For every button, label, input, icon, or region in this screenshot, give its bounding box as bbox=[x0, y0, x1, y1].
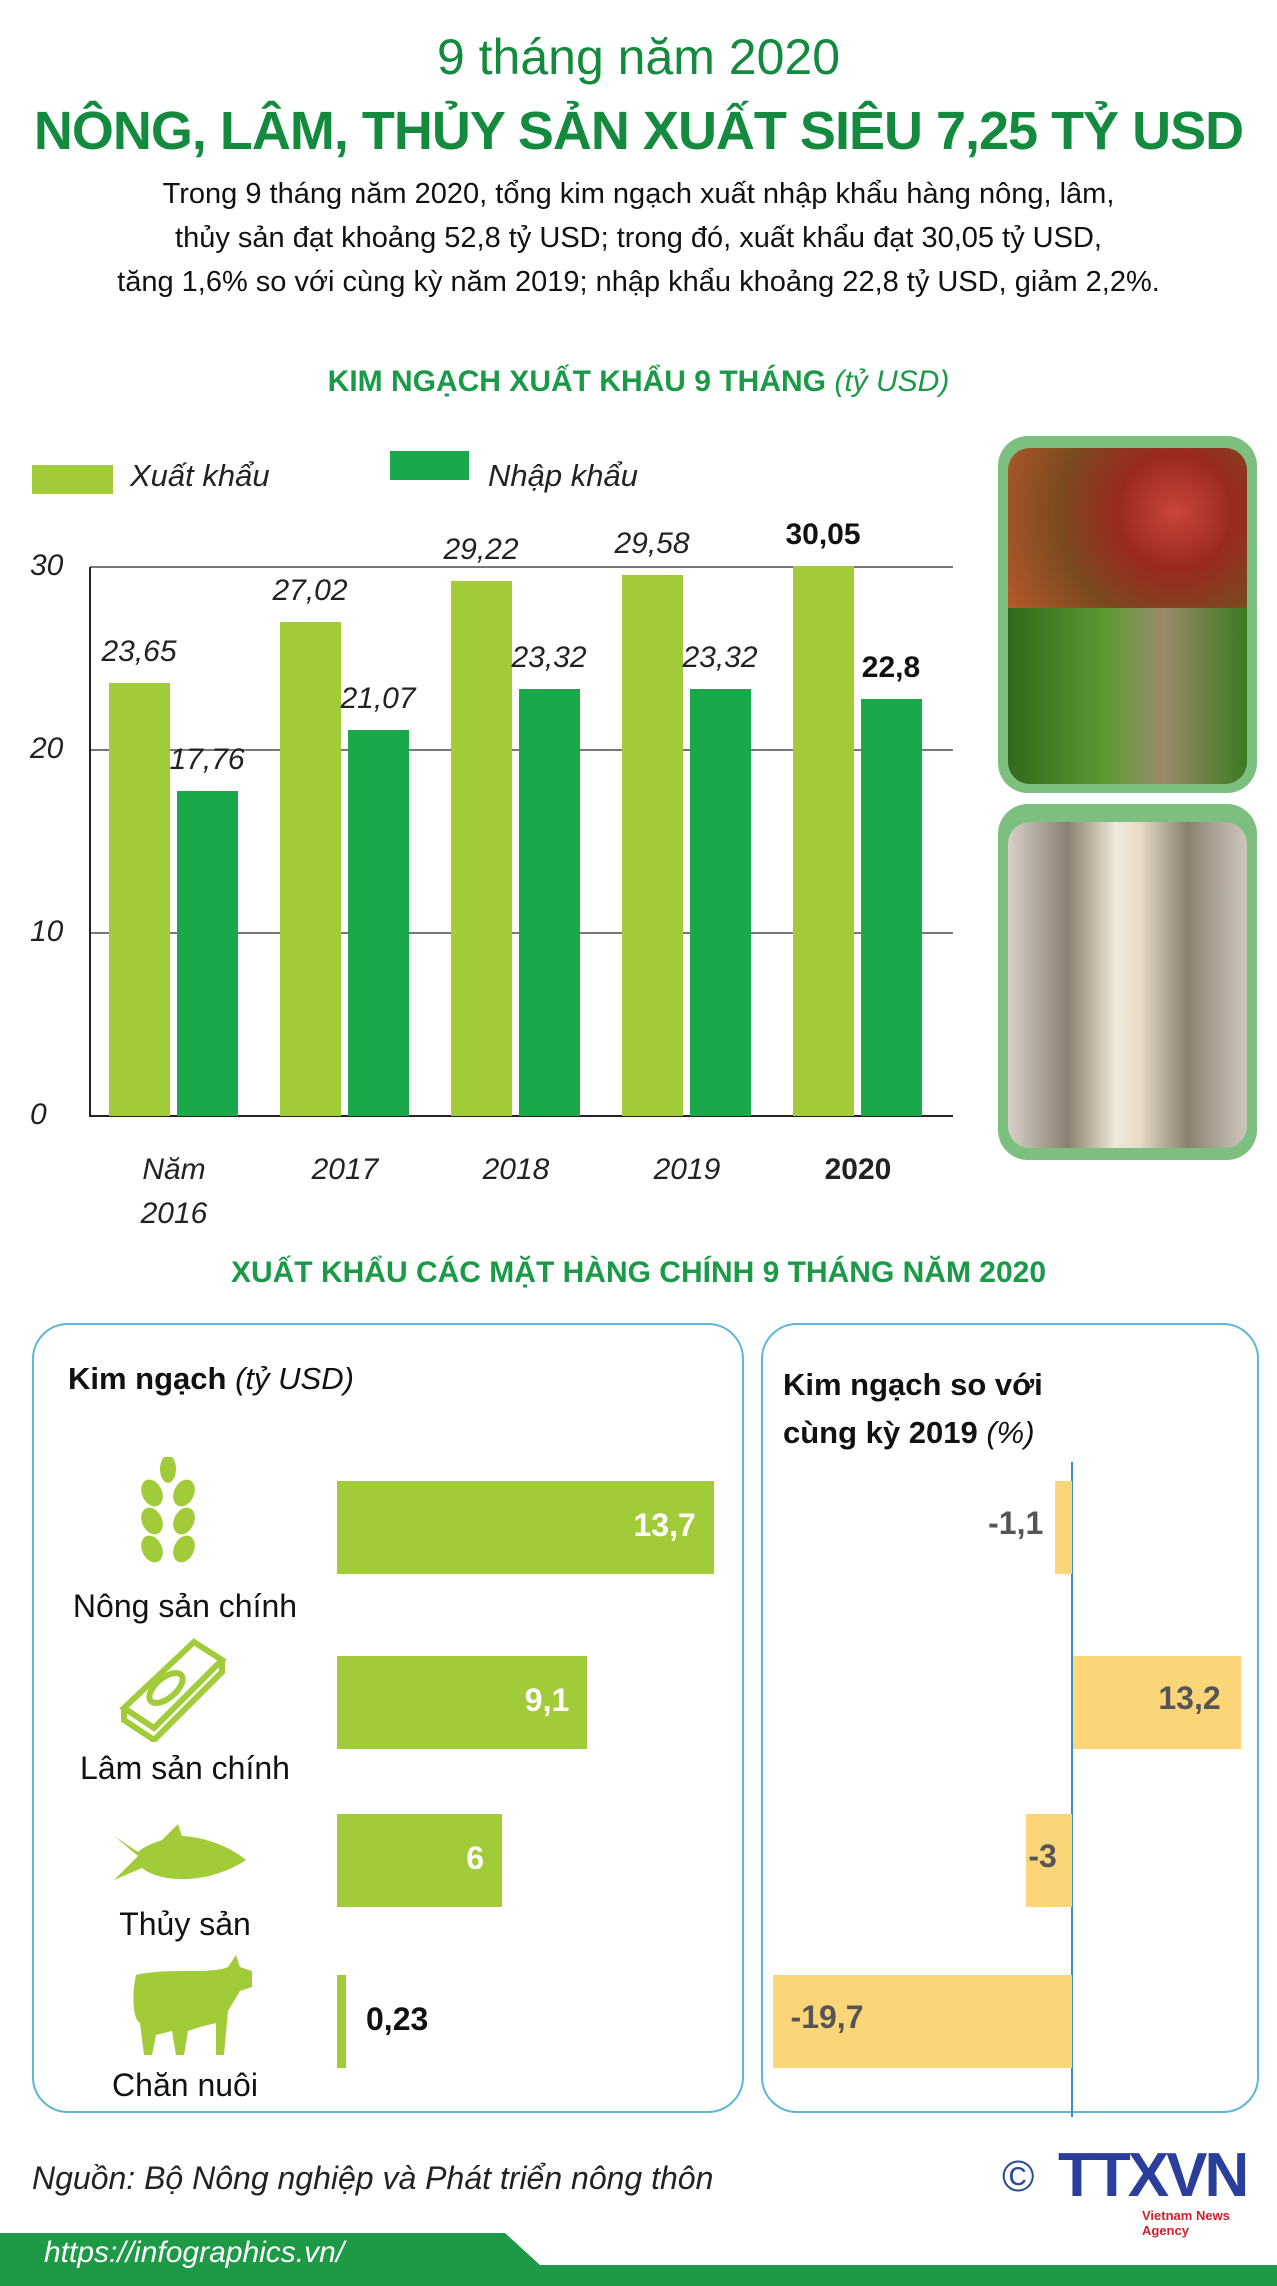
export-bar bbox=[622, 574, 683, 1116]
export-bar bbox=[280, 621, 341, 1116]
export-value-label: 23,65 bbox=[101, 635, 177, 669]
y-tick-label: 20 bbox=[30, 732, 64, 765]
import-bar bbox=[177, 790, 238, 1116]
change-value-label: -1,1 bbox=[988, 1505, 1044, 1541]
intro-line: thủy sản đạt khoảng 52,8 tỷ USD; trong đ… bbox=[175, 222, 1102, 254]
x-category-label: 2020 bbox=[788, 1148, 928, 1192]
chart-title: KIM NGẠCH XUẤT KHẨU 9 THÁNG (tỷ USD) bbox=[0, 365, 1277, 399]
coffee-photo bbox=[1008, 448, 1247, 608]
import-bar bbox=[519, 689, 580, 1116]
change-value-label: 13,2 bbox=[1158, 1680, 1221, 1716]
import-value-label: 17,76 bbox=[169, 742, 245, 776]
change-value-label: -3 bbox=[1028, 1838, 1057, 1874]
footer-band-shape bbox=[0, 2233, 1277, 2286]
export-bar bbox=[451, 581, 512, 1116]
export-value-label: 9,1 bbox=[524, 1682, 570, 1718]
x-category-label: Năm 2016 bbox=[104, 1148, 244, 1236]
seafood-factory-photo bbox=[1008, 822, 1247, 1148]
export-value-label: 0,23 bbox=[366, 2001, 429, 2037]
panel-header: Kim ngạch (tỷ USD) bbox=[68, 1361, 354, 1397]
x-category-line: 2019 bbox=[653, 1153, 721, 1186]
y-tick-label: 0 bbox=[30, 1098, 47, 1131]
website-link[interactable]: https://infographics.vn/ bbox=[44, 2236, 345, 2269]
panel-header-unit: (%) bbox=[986, 1415, 1035, 1450]
wood-icon bbox=[118, 1632, 228, 1747]
pepper-farm-photo bbox=[1008, 608, 1247, 784]
copyright-icon: © bbox=[1002, 2152, 1035, 2201]
legend-swatch-export bbox=[32, 465, 113, 494]
export-value-bar bbox=[337, 1481, 714, 1574]
photo-frame-agriculture bbox=[998, 436, 1257, 793]
source-note: Nguồn: Bộ Nông nghiệp và Phát triển nông… bbox=[32, 2160, 714, 2196]
wheat-icon bbox=[128, 1455, 208, 1572]
x-category-line: 2020 bbox=[824, 1153, 892, 1186]
import-value-label: 22,8 bbox=[861, 650, 921, 684]
import-bar bbox=[348, 730, 409, 1116]
footer-band bbox=[0, 2233, 1277, 2286]
logo-subtitle: Vietnam News Agency bbox=[1142, 2208, 1230, 2238]
panel-header: Kim ngạch so với cùng kỳ 2019 (%) bbox=[783, 1361, 1043, 1457]
export-value-label: 29,58 bbox=[614, 526, 690, 560]
x-category-line: 2018 bbox=[482, 1153, 550, 1186]
commodity-label: Thủy sản bbox=[119, 1906, 251, 1942]
panel-header-line: Kim ngạch so với bbox=[783, 1367, 1043, 1402]
cow-icon bbox=[128, 1951, 258, 2066]
legend-label-import: Nhập khẩu bbox=[488, 458, 638, 493]
export-value-bar bbox=[337, 1975, 346, 2068]
x-category-label: 2019 bbox=[617, 1148, 757, 1192]
intro-line: tăng 1,6% so với cùng kỳ năm 2019; nhập … bbox=[117, 266, 1160, 298]
export-value-bar bbox=[337, 1814, 502, 1907]
x-category-line: Năm bbox=[142, 1153, 206, 1186]
export-value-label: 6 bbox=[466, 1840, 484, 1876]
change-bar bbox=[1055, 1481, 1072, 1574]
gridline bbox=[90, 566, 953, 568]
photo-frame-seafood bbox=[998, 804, 1257, 1160]
export-value-label: 27,02 bbox=[272, 573, 348, 607]
y-tick-label: 30 bbox=[30, 549, 64, 582]
import-value-label: 23,32 bbox=[511, 641, 587, 675]
x-category-label: 2018 bbox=[446, 1148, 586, 1192]
x-category-line: 2016 bbox=[140, 1197, 208, 1230]
import-value-label: 21,07 bbox=[340, 682, 416, 716]
gridline bbox=[90, 1115, 953, 1117]
commodity-label: Nông sản chính bbox=[72, 1588, 298, 1624]
commodity-label: Lâm sản chính bbox=[80, 1750, 290, 1786]
legend-label-export: Xuất khẩu bbox=[130, 458, 270, 493]
change-value-label: -19,7 bbox=[790, 1999, 864, 2035]
ttxvn-logo: TTXVN bbox=[1058, 2141, 1249, 2210]
export-bar bbox=[109, 683, 170, 1116]
y-tick-label: 10 bbox=[30, 915, 64, 948]
fish-icon bbox=[110, 1824, 250, 1899]
x-category-line: 2017 bbox=[311, 1153, 379, 1186]
chart-unit: (tỷ USD) bbox=[834, 365, 950, 398]
change-bar bbox=[1073, 1656, 1241, 1749]
commodity-label: Chăn nuôi bbox=[112, 2067, 258, 2103]
panel-header-text: Kim ngạch bbox=[68, 1361, 227, 1396]
panel-header-unit: (tỷ USD) bbox=[235, 1361, 354, 1396]
export-value-panel: Kim ngạch (tỷ USD) bbox=[32, 1323, 744, 2113]
change-bar bbox=[772, 1975, 1072, 2068]
legend-swatch-import bbox=[390, 451, 469, 480]
zero-axis-line bbox=[1071, 1462, 1073, 2117]
export-value-label: 29,22 bbox=[443, 533, 519, 567]
change-bar bbox=[1026, 1814, 1072, 1907]
section-title: XUẤT KHẨU CÁC MẶT HÀNG CHÍNH 9 THÁNG NĂM… bbox=[230, 1256, 1047, 1289]
x-category-label: 2017 bbox=[275, 1148, 415, 1192]
intro-paragraph: Trong 9 tháng năm 2020, tổng kim ngạch x… bbox=[0, 172, 1277, 304]
main-title: NÔNG, LÂM, THỦY SẢN XUẤT SIÊU 7,25 TỶ US… bbox=[33, 101, 1244, 161]
intro-line: Trong 9 tháng năm 2020, tổng kim ngạch x… bbox=[162, 178, 1115, 210]
change-panel: Kim ngạch so với cùng kỳ 2019 (%) bbox=[761, 1323, 1259, 2113]
subtitle: 9 tháng năm 2020 bbox=[436, 29, 841, 85]
panel-header-line: cùng kỳ 2019 bbox=[783, 1415, 978, 1450]
export-value-bar bbox=[337, 1656, 588, 1749]
import-bar bbox=[690, 689, 751, 1116]
export-value-label: 30,05 bbox=[785, 518, 861, 552]
y-axis-line bbox=[89, 567, 91, 1117]
export-bar bbox=[793, 566, 854, 1116]
import-bar bbox=[861, 698, 922, 1116]
import-value-label: 23,32 bbox=[682, 641, 758, 675]
chart-title-text: KIM NGẠCH XUẤT KHẨU 9 THÁNG bbox=[327, 365, 826, 398]
export-value-label: 13,7 bbox=[633, 1507, 696, 1543]
